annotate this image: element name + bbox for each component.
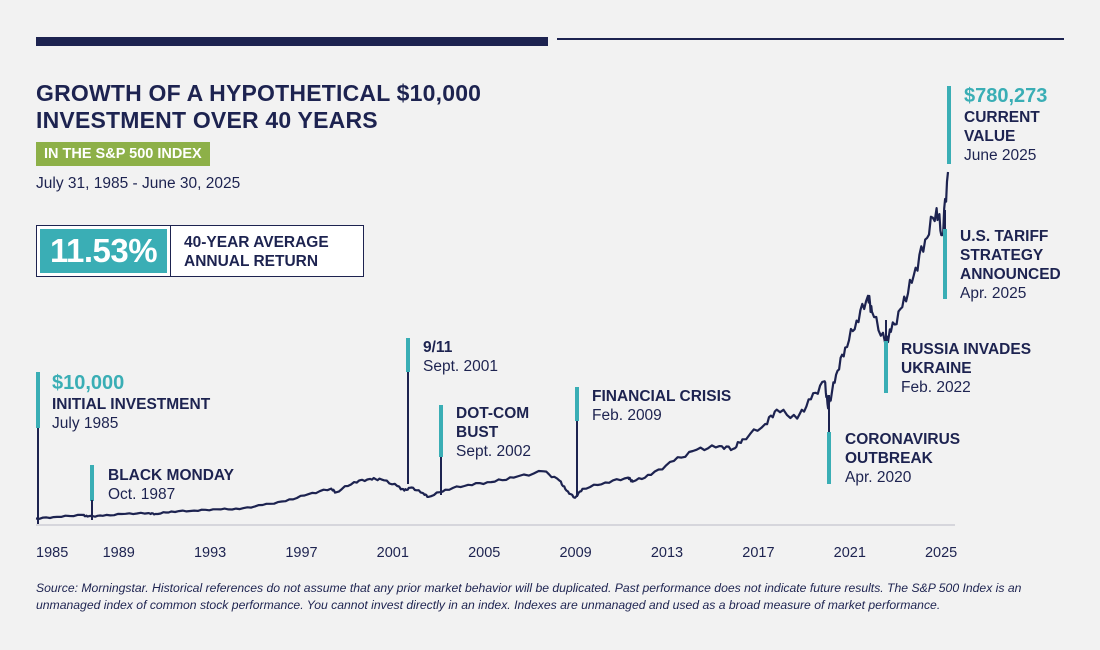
dotcom-label-line-1: DOT-COM bbox=[456, 405, 530, 422]
dotcom-line bbox=[440, 457, 442, 495]
russia-date: Feb. 2022 bbox=[901, 379, 971, 396]
nine-eleven-date: Sept. 2001 bbox=[423, 358, 498, 375]
coronavirus-label-line-2: OUTBREAK bbox=[845, 450, 933, 467]
nine-eleven-annotation: 9/11 Sept. 2001 bbox=[423, 338, 498, 376]
coronavirus-annotation: CORONAVIRUS OUTBREAK Apr. 2020 bbox=[845, 430, 960, 487]
x-tick-label: 2009 bbox=[559, 545, 591, 561]
chart-title-line-2: INVESTMENT OVER 40 YEARS bbox=[36, 107, 378, 133]
current-value-date: June 2025 bbox=[964, 147, 1037, 164]
coronavirus-date: Apr. 2020 bbox=[845, 469, 912, 486]
source-footnote: Source: Morningstar. Historical referenc… bbox=[36, 581, 1022, 612]
tariff-label-line-3: ANNOUNCED bbox=[960, 266, 1061, 283]
russia-line bbox=[885, 320, 887, 342]
dotcom-annotation: DOT-COM BUST Sept. 2002 bbox=[456, 404, 531, 461]
average-return-label-line-2: ANNUAL RETURN bbox=[184, 253, 319, 270]
initial-investment-value: $10,000 bbox=[52, 372, 125, 394]
black-monday-date: Oct. 1987 bbox=[108, 486, 176, 503]
initial-investment-label: INITIAL INVESTMENT bbox=[52, 396, 211, 413]
coronavirus-label-line-1: CORONAVIRUS bbox=[845, 431, 961, 448]
average-return-value: 11.53% bbox=[36, 225, 171, 277]
russia-marker bbox=[884, 341, 888, 393]
black-monday-marker bbox=[90, 465, 94, 501]
tariff-marker bbox=[943, 229, 947, 299]
x-tick-label: 2021 bbox=[834, 545, 866, 561]
x-tick-label: 2013 bbox=[651, 545, 683, 561]
financial-crisis-marker bbox=[575, 387, 579, 421]
x-tick-label: 1993 bbox=[194, 545, 226, 561]
initial-investment-line bbox=[37, 428, 39, 524]
x-tick-label: 2017 bbox=[742, 545, 774, 561]
tariff-label-line-2: STRATEGY bbox=[960, 247, 1044, 264]
x-tick-label: 1985 bbox=[36, 545, 68, 561]
header-rule-thin bbox=[557, 38, 1064, 40]
current-value-annotation: $780,273 CURRENT VALUE June 2025 bbox=[964, 85, 1047, 165]
x-axis-ticks: 1985 1989 1993 1997 2001 2005 2009 2013 2017 2021… bbox=[36, 545, 957, 561]
x-tick-label: 1989 bbox=[103, 545, 135, 561]
x-tick-label: 2005 bbox=[468, 545, 500, 561]
coronavirus-line bbox=[828, 395, 830, 433]
average-return-label: 40-YEAR AVERAGE ANNUAL RETURN bbox=[170, 226, 363, 276]
average-return-label-line-1: 40-YEAR AVERAGE bbox=[184, 234, 329, 251]
black-monday-line bbox=[91, 500, 93, 520]
nine-eleven-label: 9/11 bbox=[423, 339, 453, 356]
current-value-label-line-2: VALUE bbox=[964, 128, 1016, 145]
coronavirus-marker bbox=[827, 432, 831, 484]
nine-eleven-line bbox=[407, 372, 409, 484]
financial-crisis-line bbox=[576, 421, 578, 497]
black-monday-annotation: BLACK MONDAY Oct. 1987 bbox=[108, 466, 234, 504]
x-tick-label: 2001 bbox=[377, 545, 409, 561]
dotcom-marker bbox=[439, 405, 443, 457]
tariff-line bbox=[944, 210, 946, 230]
tariff-date: Apr. 2025 bbox=[960, 285, 1027, 302]
current-value-label-line-1: CURRENT bbox=[964, 109, 1040, 126]
financial-crisis-annotation: FINANCIAL CRISIS Feb. 2009 bbox=[592, 387, 731, 425]
nine-eleven-marker bbox=[406, 338, 410, 372]
black-monday-label: BLACK MONDAY bbox=[108, 467, 235, 484]
dotcom-date: Sept. 2002 bbox=[456, 443, 531, 460]
initial-investment-marker bbox=[36, 372, 40, 428]
dotcom-label-line-2: BUST bbox=[456, 424, 499, 441]
chart-title: GROWTH OF A HYPOTHETICAL $10,000 INVESTM… bbox=[36, 80, 481, 134]
initial-investment-date: July 1985 bbox=[52, 415, 119, 432]
initial-investment-annotation: $10,000 INITIAL INVESTMENT July 1985 bbox=[52, 372, 210, 433]
x-tick-label: 2025 bbox=[925, 545, 957, 561]
russia-label-line-1: RUSSIA INVADES bbox=[901, 341, 1032, 358]
chart-title-line-1: GROWTH OF A HYPOTHETICAL $10,000 bbox=[36, 80, 482, 106]
financial-crisis-date: Feb. 2009 bbox=[592, 407, 662, 424]
tariff-label-line-1: U.S. TARIFF bbox=[960, 228, 1049, 245]
financial-crisis-label: FINANCIAL CRISIS bbox=[592, 388, 732, 405]
growth-line bbox=[35, 171, 950, 520]
russia-annotation: RUSSIA INVADES UKRAINE Feb. 2022 bbox=[901, 340, 1031, 397]
x-tick-label: 1997 bbox=[285, 545, 317, 561]
current-value-marker bbox=[947, 86, 951, 164]
russia-label-line-2: UKRAINE bbox=[901, 360, 972, 377]
header-rule-thick bbox=[36, 37, 548, 46]
tariff-annotation: U.S. TARIFF STRATEGY ANNOUNCED Apr. 2025 bbox=[960, 227, 1061, 303]
current-value-amount: $780,273 bbox=[964, 85, 1048, 107]
index-badge: IN THE S&P 500 INDEX bbox=[36, 142, 210, 166]
average-return-box: 11.53% 40-YEAR AVERAGE ANNUAL RETURN bbox=[36, 225, 364, 277]
date-range: July 31, 1985 - June 30, 2025 bbox=[36, 175, 241, 192]
